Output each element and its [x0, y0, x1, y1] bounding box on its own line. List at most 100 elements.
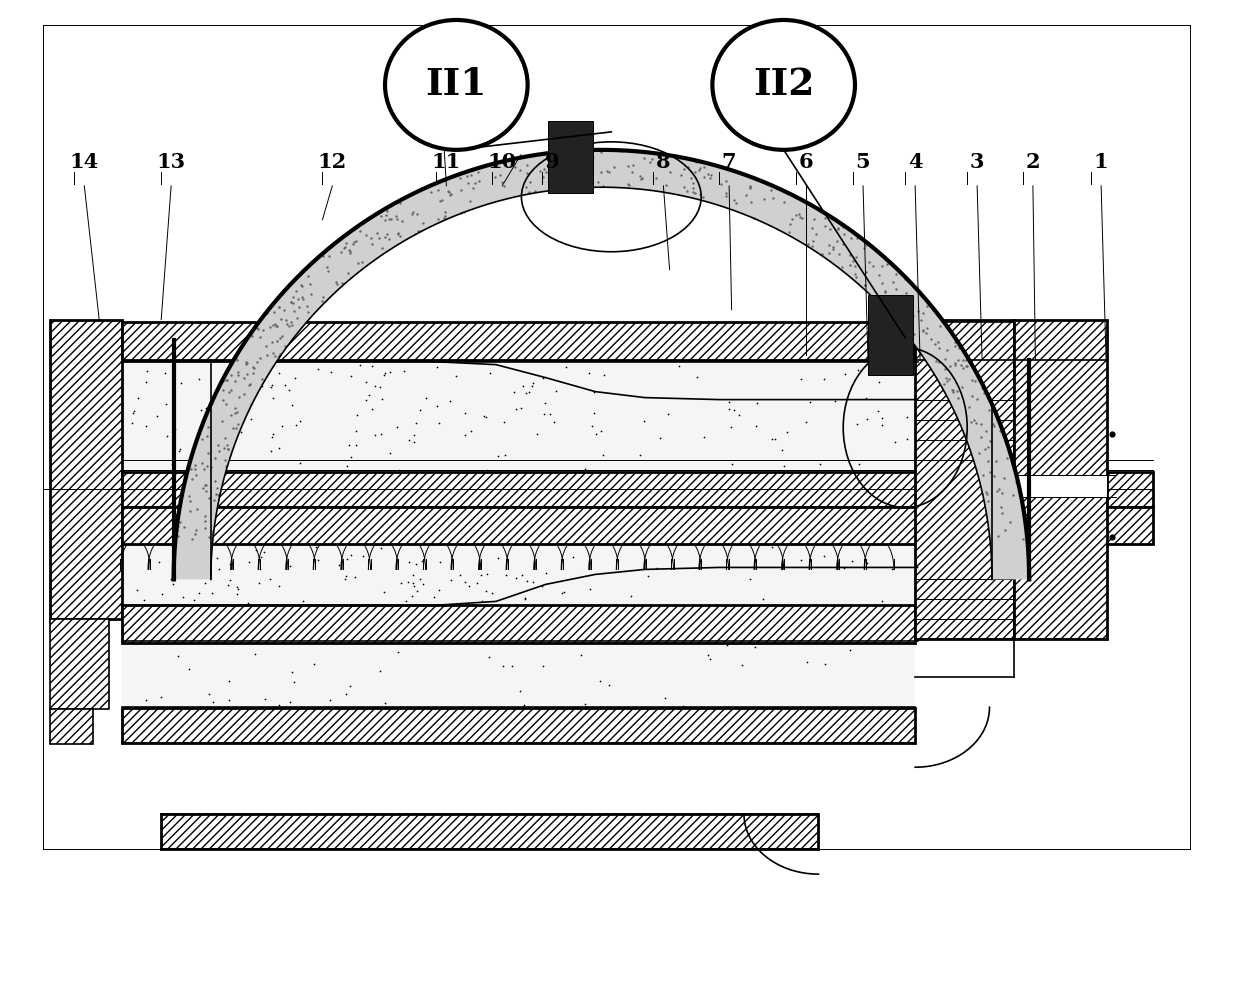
- Point: [182, 471, 202, 487]
- Point: [367, 226, 387, 242]
- Point: [993, 489, 1013, 504]
- Point: [940, 359, 960, 375]
- Point: [263, 377, 283, 393]
- Point: [951, 357, 971, 373]
- Point: [910, 313, 930, 329]
- Point: [467, 574, 487, 590]
- Point: [136, 419, 156, 435]
- Point: [195, 520, 215, 536]
- Point: [221, 422, 241, 438]
- Point: [926, 353, 946, 369]
- Point: [269, 578, 289, 594]
- Point: [212, 374, 232, 390]
- Point: [539, 166, 559, 182]
- Point: [218, 442, 238, 458]
- Bar: [161, 814, 818, 849]
- Point: [925, 336, 945, 352]
- Point: [744, 210, 764, 226]
- Point: [136, 505, 156, 521]
- Point: [924, 411, 944, 427]
- Point: [155, 365, 175, 381]
- Point: [398, 482, 418, 498]
- Point: [686, 154, 706, 170]
- Point: [780, 216, 800, 232]
- Point: [544, 415, 564, 431]
- Point: [153, 586, 172, 602]
- Point: [544, 511, 564, 527]
- Point: [630, 168, 650, 184]
- Point: [258, 707, 278, 723]
- Point: [879, 535, 899, 551]
- Point: [869, 268, 889, 284]
- Point: [994, 522, 1014, 538]
- Point: [518, 384, 538, 400]
- Point: [239, 554, 259, 570]
- Point: [877, 253, 897, 269]
- Point: [195, 477, 215, 493]
- Point: [267, 318, 286, 334]
- Point: [935, 361, 955, 377]
- Point: [205, 450, 224, 466]
- Point: [618, 500, 637, 516]
- Point: [272, 418, 291, 434]
- Point: [517, 605, 537, 621]
- Point: [856, 390, 875, 406]
- Point: [790, 209, 810, 225]
- Point: [356, 227, 376, 243]
- Point: [870, 246, 890, 262]
- Point: [197, 428, 217, 444]
- Point: [123, 416, 143, 432]
- Point: [832, 259, 852, 275]
- Point: [537, 565, 557, 581]
- Point: [161, 571, 181, 587]
- Point: [746, 418, 766, 434]
- Point: [570, 174, 590, 190]
- Point: [293, 278, 312, 294]
- Point: [903, 308, 923, 324]
- Point: [604, 159, 624, 175]
- Point: [309, 551, 329, 567]
- Point: [859, 254, 879, 270]
- Point: [856, 237, 875, 253]
- Point: [897, 431, 916, 447]
- Point: [371, 427, 391, 443]
- Point: [560, 171, 580, 187]
- Point: [298, 268, 317, 284]
- Point: [1012, 491, 1032, 506]
- Point: [464, 527, 484, 543]
- Point: [890, 266, 910, 282]
- Point: [270, 311, 290, 327]
- Point: [818, 246, 838, 262]
- Point: [779, 224, 799, 240]
- Point: [404, 578, 424, 594]
- Point: [371, 540, 391, 556]
- Point: [339, 265, 358, 281]
- Point: [527, 608, 547, 624]
- Point: [877, 256, 897, 272]
- Point: [280, 694, 300, 710]
- Point: [945, 357, 965, 373]
- Point: [831, 217, 851, 233]
- Point: [221, 368, 241, 384]
- Point: [185, 461, 205, 477]
- Point: [413, 575, 433, 591]
- Point: [461, 424, 481, 440]
- Point: [221, 408, 241, 424]
- Point: [653, 151, 673, 167]
- Point: [341, 478, 361, 494]
- Point: [947, 353, 967, 369]
- Point: [186, 457, 206, 473]
- Point: [986, 408, 1006, 424]
- Point: [243, 365, 263, 381]
- Point: [197, 442, 217, 458]
- Point: [980, 465, 999, 481]
- Point: [717, 185, 737, 201]
- Point: [875, 283, 895, 299]
- Point: [864, 536, 884, 552]
- Point: [283, 290, 303, 306]
- Point: [517, 180, 537, 196]
- Point: [413, 215, 433, 231]
- Point: [942, 382, 962, 398]
- Point: [212, 393, 232, 409]
- Point: [591, 423, 611, 439]
